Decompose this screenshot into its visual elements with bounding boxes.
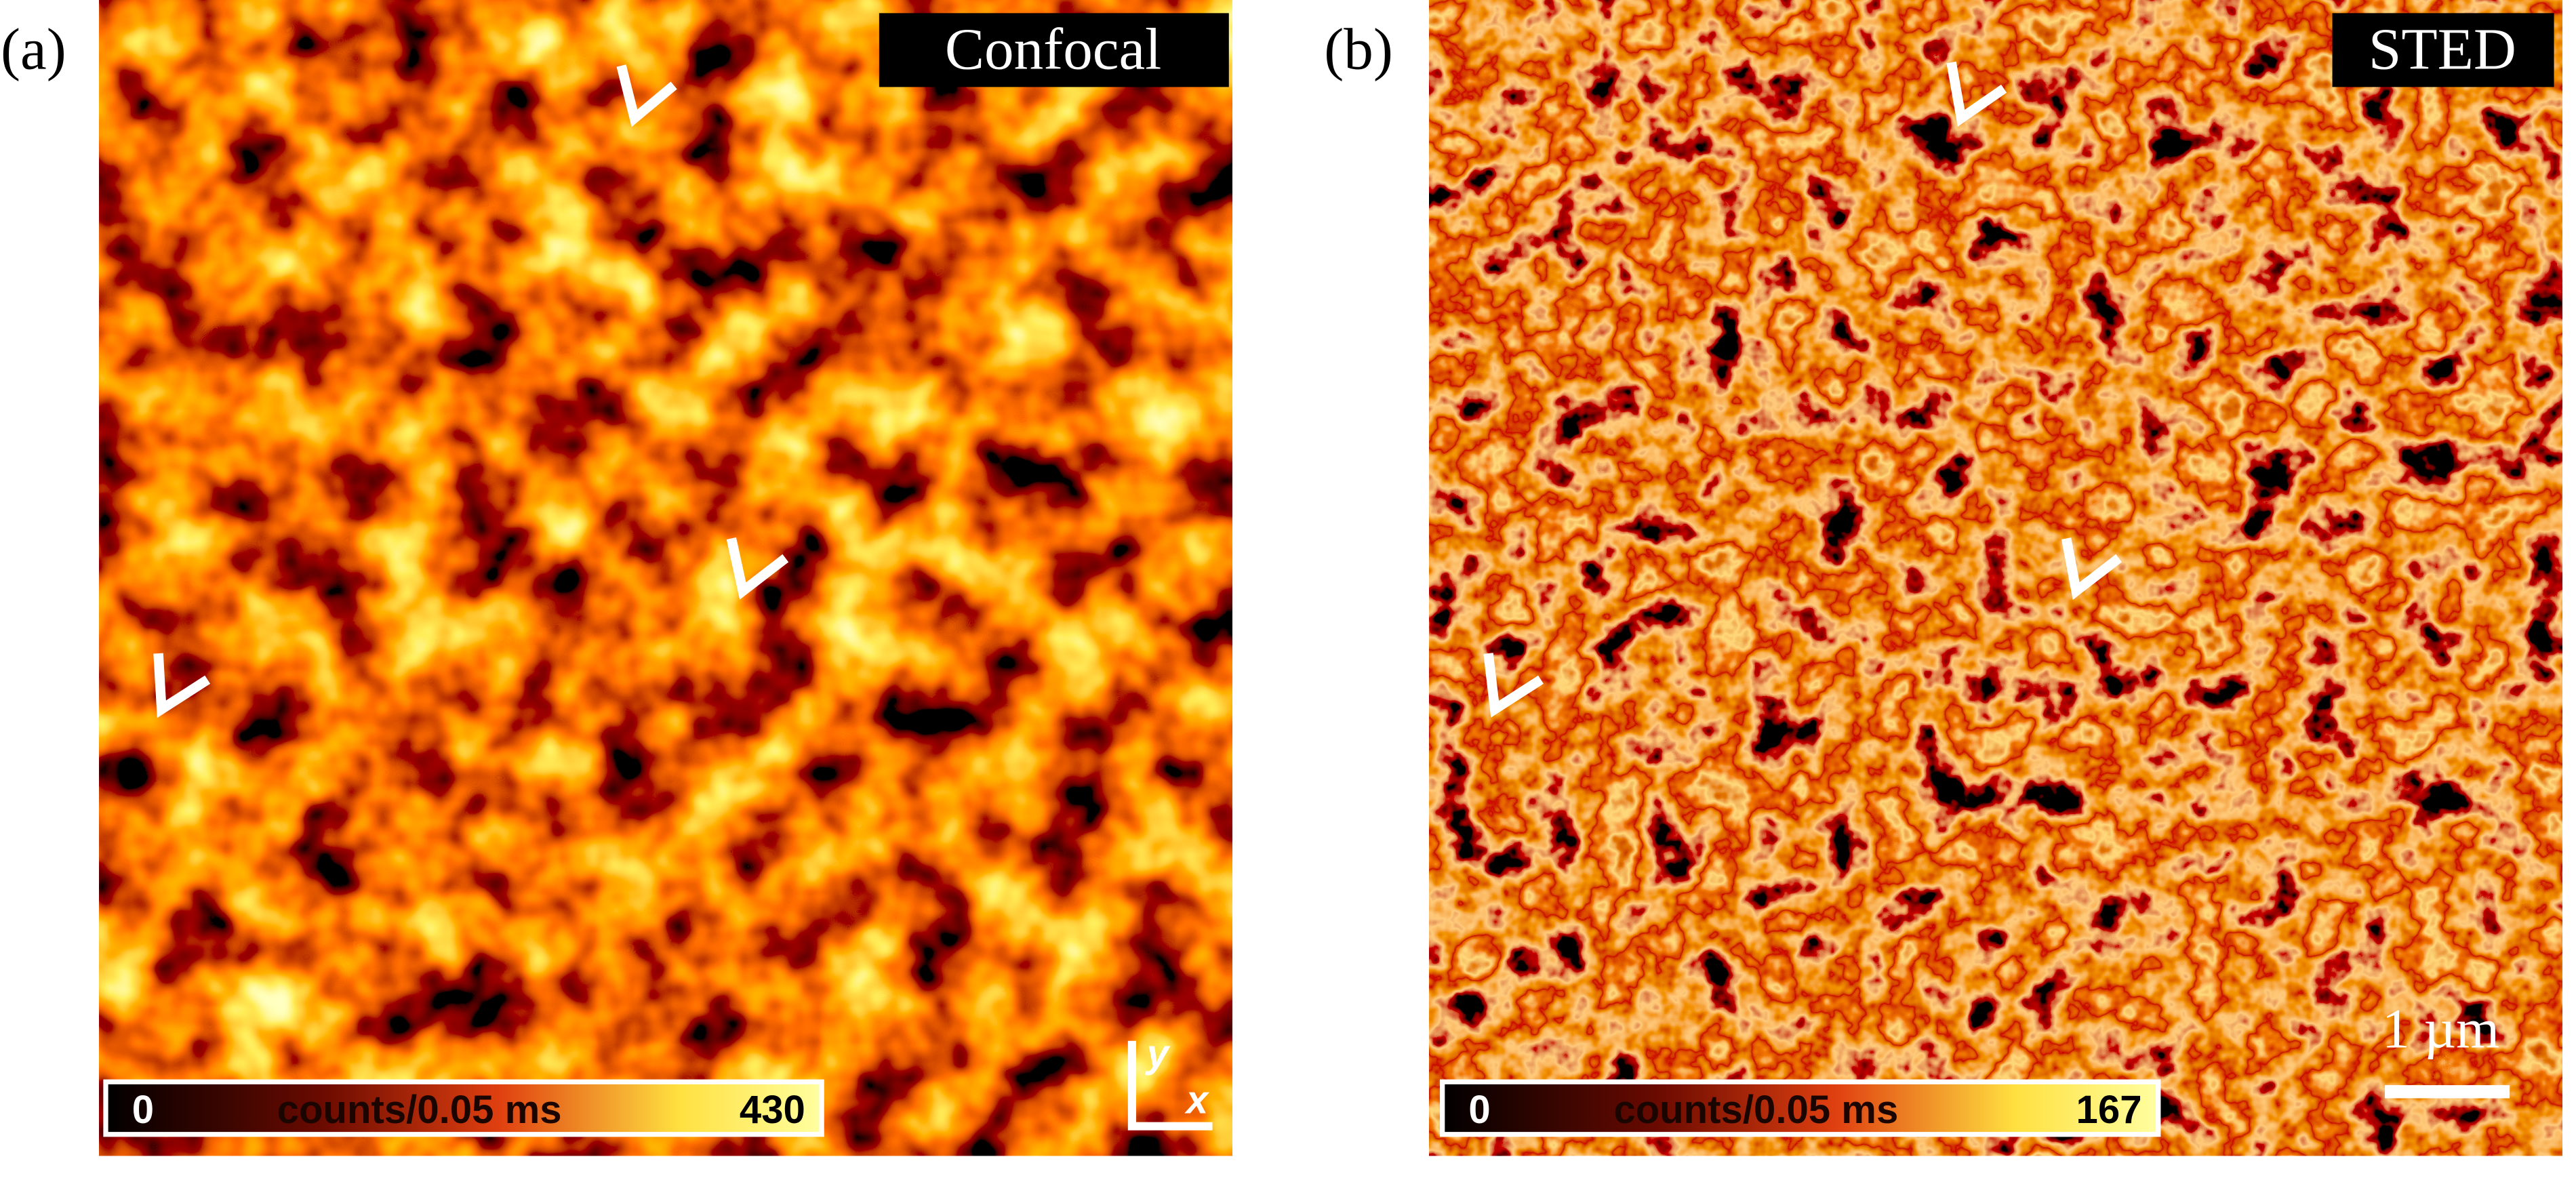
colorbar <box>1440 1079 2161 1137</box>
scale-bar <box>2385 1085 2510 1099</box>
colorbar <box>103 1079 824 1137</box>
sted-image <box>1429 0 2562 1156</box>
title-box <box>879 13 1229 87</box>
arrowheads <box>153 64 789 718</box>
panel-title: STED <box>2369 16 2516 82</box>
colorbar-min: 0 <box>1468 1088 1490 1132</box>
colorbar-max: 430 <box>740 1088 805 1132</box>
arrowheads <box>1483 61 2122 718</box>
panel-title: Confocal <box>945 16 1162 82</box>
axes-icon <box>1127 1040 1213 1130</box>
confocal-image <box>99 0 1232 1156</box>
colorbar-max: 167 <box>2076 1088 2142 1132</box>
axis-y: y <box>1145 1032 1171 1076</box>
panel-label: (a) <box>1 16 66 82</box>
axis-x: x <box>1184 1078 1210 1122</box>
panel-label: (b) <box>1324 16 1393 82</box>
scale-bar-label: 1 µm <box>2382 998 2499 1059</box>
colorbar-unit: counts/0.05 ms <box>1613 1088 1898 1132</box>
colorbar-unit: counts/0.05 ms <box>277 1088 562 1132</box>
title-box <box>2332 13 2554 87</box>
colorbar-min: 0 <box>132 1088 154 1132</box>
